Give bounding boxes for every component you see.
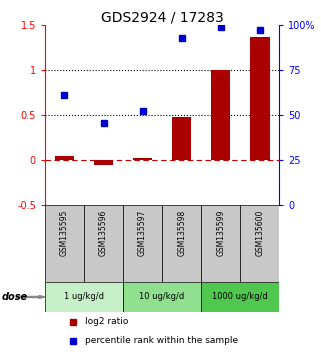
Title: GDS2924 / 17283: GDS2924 / 17283 <box>101 11 223 25</box>
Text: 1000 ug/kg/d: 1000 ug/kg/d <box>212 292 268 302</box>
Bar <box>201 205 240 281</box>
Text: GSM135595: GSM135595 <box>60 209 69 256</box>
Bar <box>45 281 123 313</box>
Bar <box>123 281 201 313</box>
Bar <box>240 205 279 281</box>
Text: GSM135598: GSM135598 <box>177 209 186 256</box>
Bar <box>211 70 230 160</box>
Text: GSM135599: GSM135599 <box>216 209 225 256</box>
Text: 10 ug/kg/d: 10 ug/kg/d <box>140 292 185 302</box>
Text: GSM135597: GSM135597 <box>138 209 147 256</box>
Text: dose: dose <box>2 292 28 302</box>
Bar <box>123 205 162 281</box>
Bar <box>94 160 113 165</box>
Text: percentile rank within the sample: percentile rank within the sample <box>85 336 238 346</box>
Bar <box>133 158 152 160</box>
Bar <box>45 205 84 281</box>
Text: log2 ratio: log2 ratio <box>85 318 128 326</box>
Bar <box>250 36 270 160</box>
Bar <box>162 205 201 281</box>
Bar <box>55 156 74 160</box>
Text: 1 ug/kg/d: 1 ug/kg/d <box>64 292 104 302</box>
Bar <box>84 205 123 281</box>
Text: GSM135596: GSM135596 <box>99 209 108 256</box>
Bar <box>172 117 191 160</box>
Bar <box>201 281 279 313</box>
Text: GSM135600: GSM135600 <box>255 209 264 256</box>
